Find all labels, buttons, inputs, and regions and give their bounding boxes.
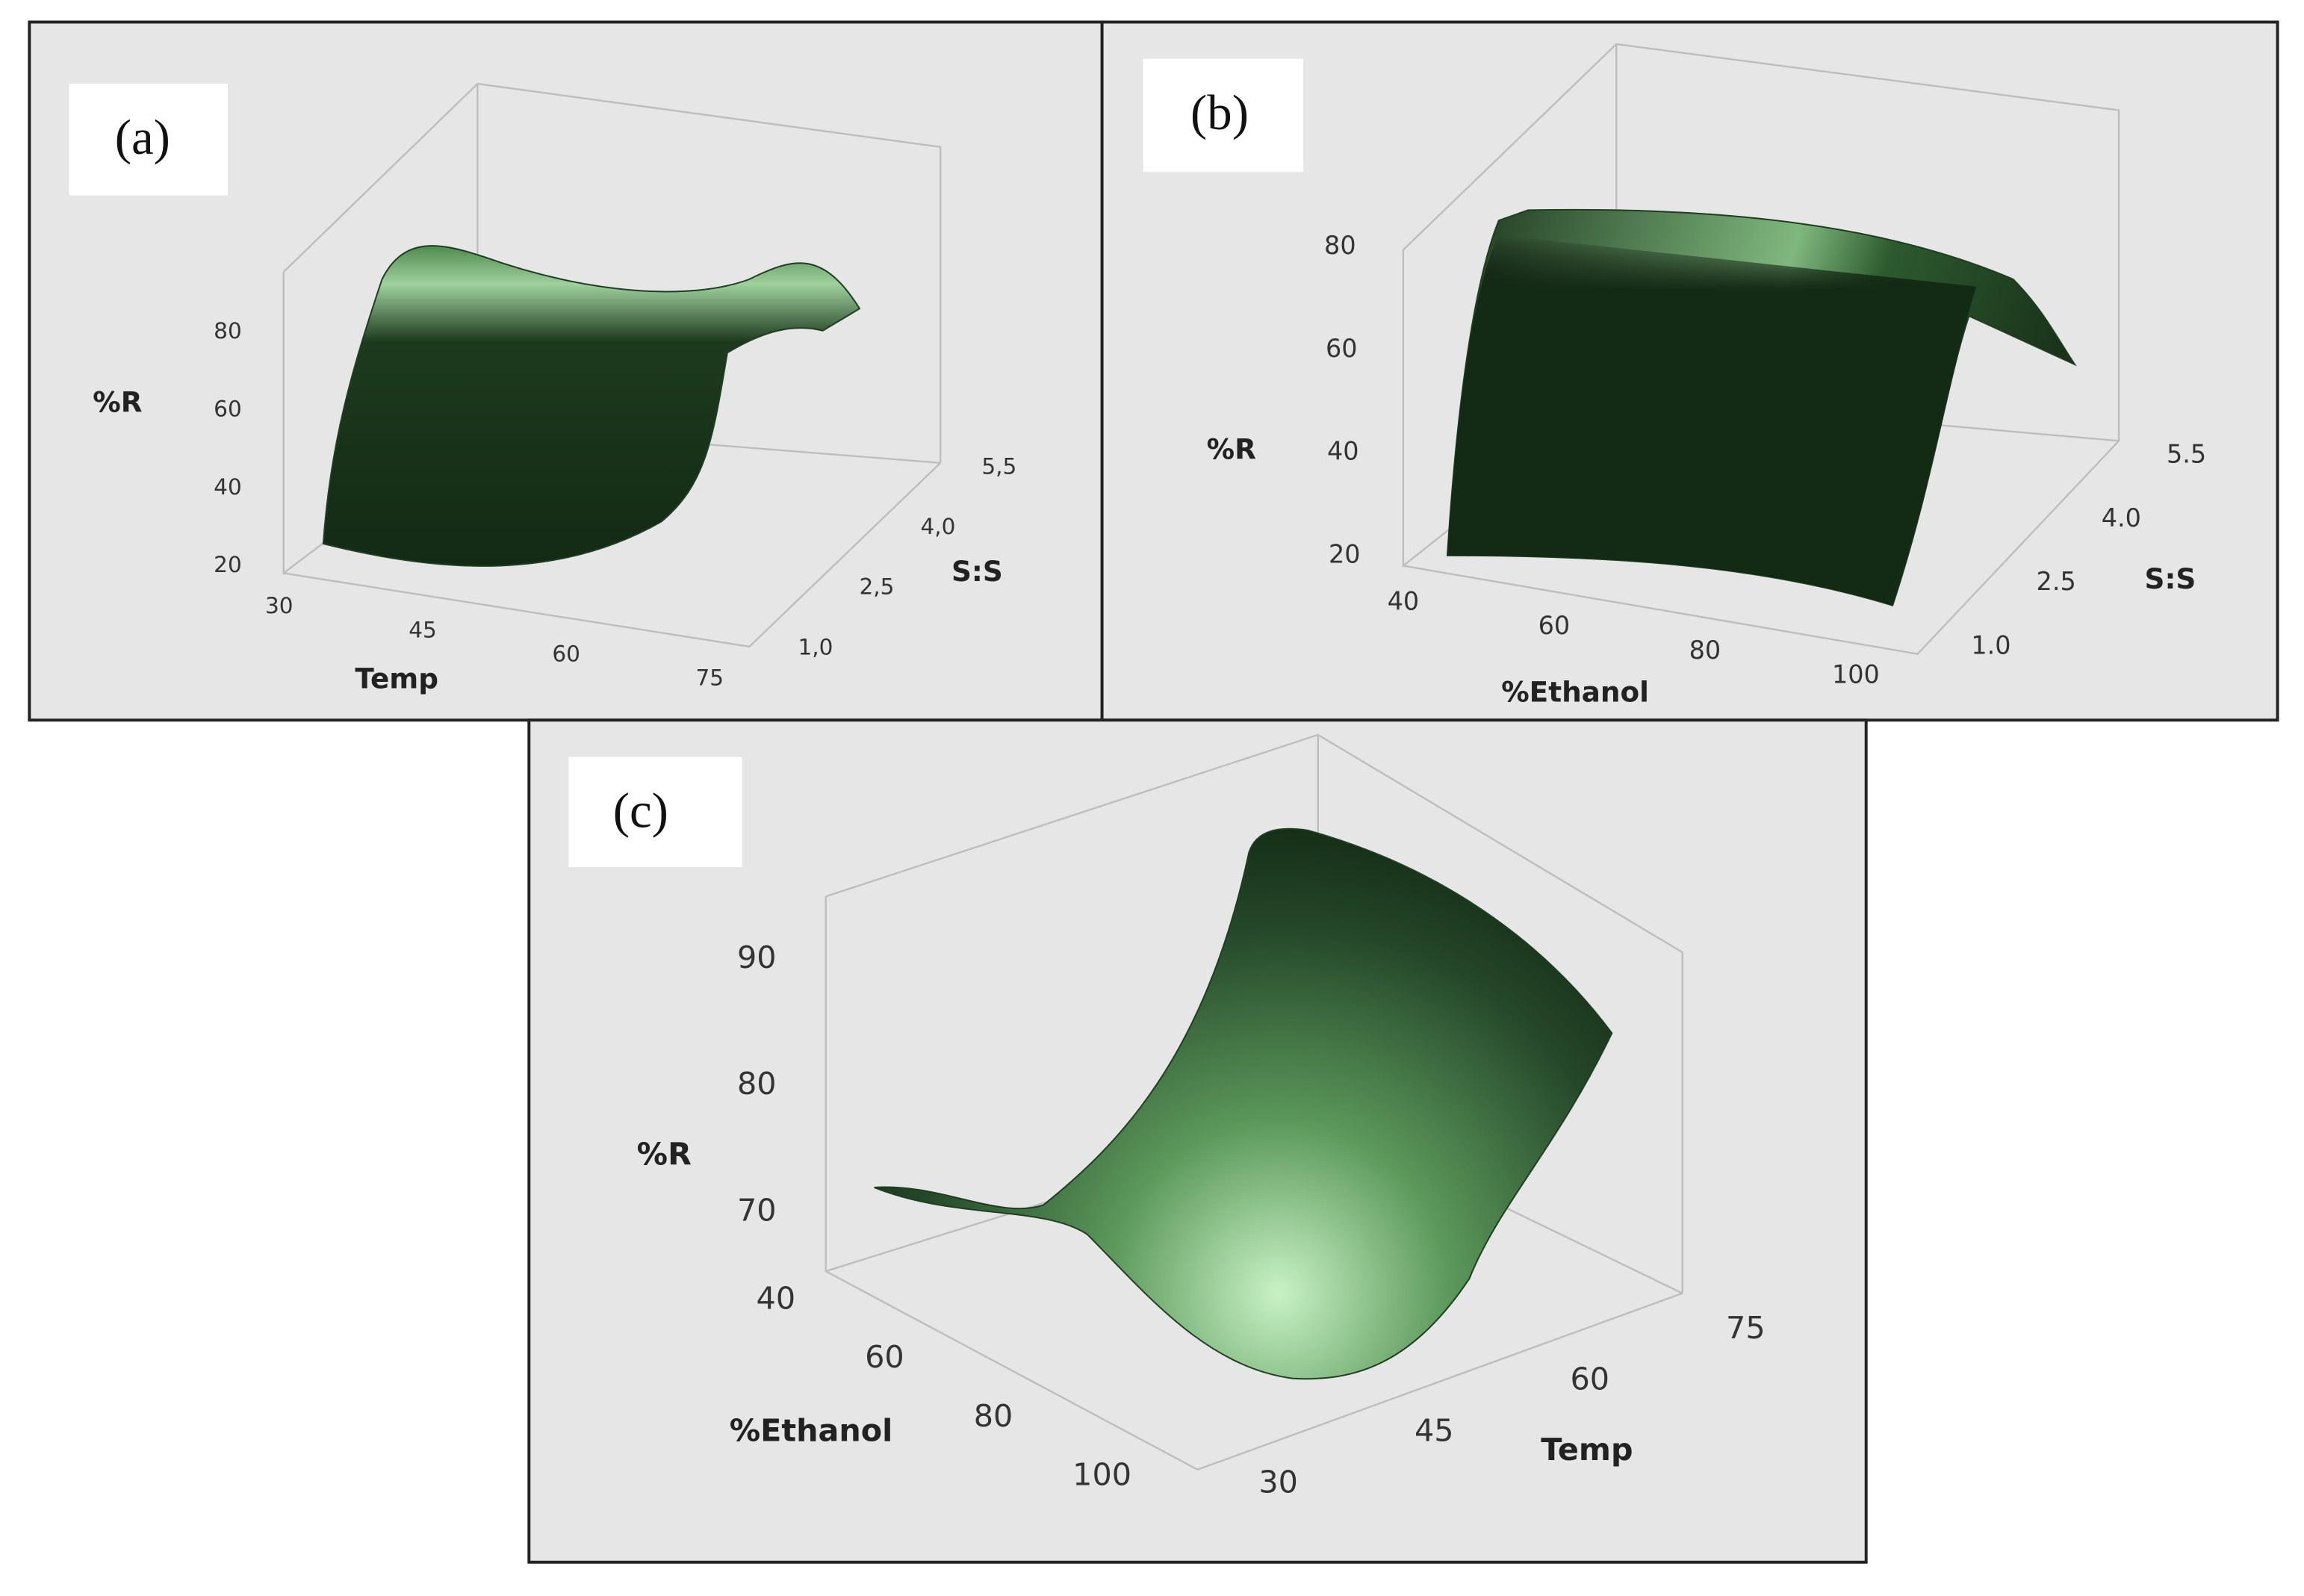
y-tick-label: 4,0 bbox=[920, 514, 955, 539]
x-tick-label: 45 bbox=[1415, 1413, 1454, 1449]
x-tick-label: 45 bbox=[409, 617, 437, 642]
z-tick-label: 80 bbox=[1324, 231, 1356, 260]
z-tick-label: 80 bbox=[737, 1066, 777, 1102]
z-tick-label: 70 bbox=[737, 1192, 777, 1228]
axis-label: %R bbox=[93, 386, 142, 419]
axis-label: %R bbox=[1207, 433, 1256, 466]
x-tick-label: 75 bbox=[1726, 1310, 1766, 1346]
axis-label: Temp bbox=[355, 662, 438, 695]
x-tick-label: 75 bbox=[696, 665, 724, 691]
y-tick-label: 80 bbox=[974, 1398, 1013, 1434]
x-tick-label: 100 bbox=[1832, 660, 1880, 689]
x-tick-label: 40 bbox=[1388, 586, 1420, 615]
y-tick-label: 1,0 bbox=[798, 634, 833, 659]
panel-label: (c) bbox=[613, 783, 668, 838]
z-tick-label: 90 bbox=[737, 940, 777, 975]
x-tick-label: 30 bbox=[265, 593, 294, 618]
panel-c: (c) %R Temp %Ethanol 30 45 60 75 40 60 80 100 70 80 90 bbox=[527, 718, 1868, 1564]
z-tick-label: 80 bbox=[214, 318, 242, 344]
panel-a: (a) %R Temp S:S 30 45 60 75 1,0 2,5 4,0 5,5 20 40 60 80 bbox=[28, 20, 1104, 722]
axis-label: %R bbox=[637, 1137, 692, 1173]
panel-label: (b) bbox=[1190, 85, 1249, 140]
y-tick-label: 4.0 bbox=[2102, 503, 2141, 532]
y-tick-label: 1.0 bbox=[1971, 630, 2010, 659]
y-tick-label: 40 bbox=[757, 1280, 796, 1316]
axis-label: %Ethanol bbox=[1501, 675, 1649, 708]
axis-label: S:S bbox=[951, 555, 1003, 588]
label-box bbox=[568, 757, 742, 867]
y-tick-label: 5.5 bbox=[2167, 440, 2206, 469]
axis-label: Temp bbox=[1541, 1432, 1633, 1468]
surface bbox=[874, 828, 1613, 1380]
z-tick-label: 60 bbox=[214, 397, 242, 422]
x-tick-label: 60 bbox=[552, 641, 580, 666]
x-tick-label: 80 bbox=[1689, 636, 1721, 665]
surface bbox=[322, 245, 861, 567]
z-tick-label: 20 bbox=[1329, 539, 1361, 568]
y-tick-label: 5,5 bbox=[981, 453, 1016, 479]
z-tick-label: 40 bbox=[1327, 437, 1359, 466]
surface-shade bbox=[1447, 235, 1977, 606]
y-tick-label: 100 bbox=[1072, 1457, 1131, 1493]
axis-label: S:S bbox=[2145, 562, 2196, 595]
z-tick-label: 20 bbox=[214, 552, 242, 577]
z-tick-label: 40 bbox=[214, 474, 242, 500]
label-box bbox=[1143, 58, 1304, 173]
y-tick-label: 2.5 bbox=[2037, 567, 2076, 596]
y-tick-label: 60 bbox=[865, 1339, 904, 1375]
axis-label: %Ethanol bbox=[730, 1413, 893, 1449]
panel-b: (b) %R %Ethanol S:S 40 60 80 100 1.0 2.5 4.0 5.5 20 4… bbox=[1100, 20, 2279, 722]
label-box bbox=[69, 84, 228, 196]
x-tick-label: 60 bbox=[1571, 1361, 1610, 1397]
panel-label: (a) bbox=[115, 110, 170, 165]
z-tick-label: 60 bbox=[1326, 334, 1358, 363]
x-tick-label: 30 bbox=[1258, 1464, 1298, 1500]
y-tick-label: 2,5 bbox=[859, 574, 894, 600]
x-tick-label: 60 bbox=[1538, 611, 1571, 640]
